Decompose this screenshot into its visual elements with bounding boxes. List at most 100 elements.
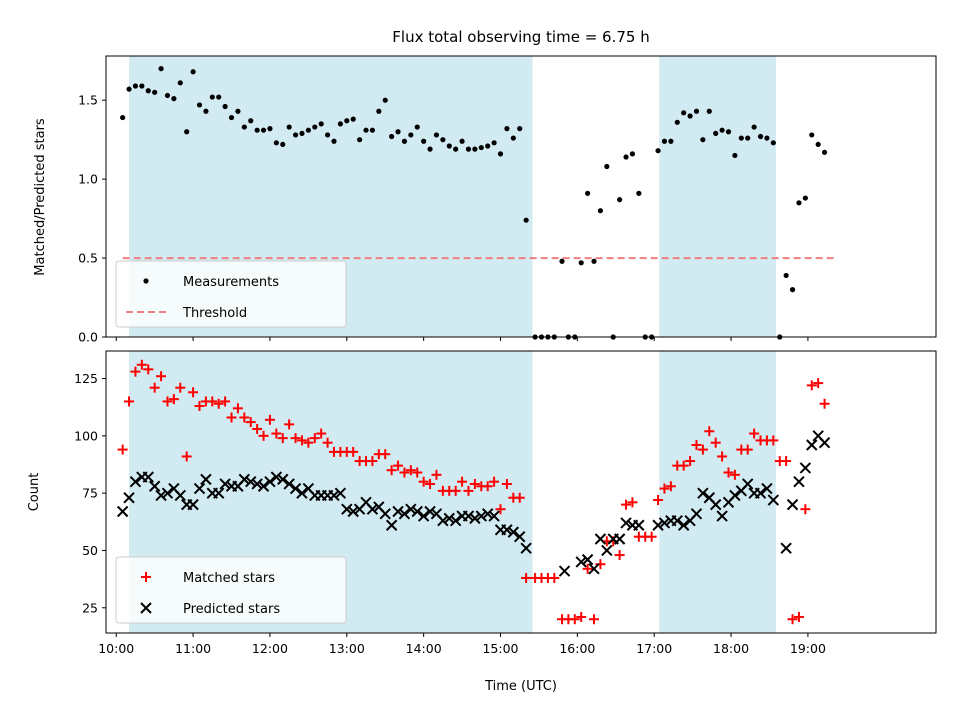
measurement-point <box>324 132 331 138</box>
x-tick-label: 18:00 <box>713 641 749 656</box>
count-points <box>116 359 831 625</box>
measurement-point <box>719 127 725 133</box>
measurement-point <box>578 260 584 266</box>
x-b <box>658 517 671 529</box>
matched-star-point <box>729 469 740 480</box>
y-tick-label: 0.5 <box>78 251 98 266</box>
predicted-star-point <box>658 517 671 529</box>
predicted-star-point <box>264 475 276 488</box>
measurement-point <box>171 96 177 102</box>
measurement-point <box>681 110 687 116</box>
measurement-point <box>636 190 642 196</box>
matched-star-point <box>800 504 811 515</box>
x-b <box>155 489 167 502</box>
matched-star-point <box>495 504 506 515</box>
x-b <box>613 533 626 545</box>
shaded-interval-1 <box>659 56 776 337</box>
predicted-star-point <box>443 512 455 525</box>
x-b <box>187 498 199 511</box>
matched-star-point <box>482 481 493 492</box>
matched-star-point <box>646 531 657 542</box>
matched-star-point <box>659 483 670 494</box>
matched-star-point <box>124 396 135 407</box>
predicted-star-point <box>588 563 600 575</box>
measurement-point <box>597 208 604 214</box>
x-b <box>754 487 767 499</box>
measurement-point <box>629 151 636 157</box>
predicted-star-point <box>806 439 818 451</box>
matched-star-point <box>405 465 416 476</box>
matched-star-point <box>232 403 243 414</box>
count-legend: Matched stars Predicted stars <box>115 556 347 624</box>
x-b <box>507 526 520 538</box>
measurement-point <box>809 132 815 138</box>
matched-star-point <box>813 378 824 389</box>
x-b <box>558 565 571 577</box>
measurement-point <box>517 126 523 132</box>
legend-box <box>115 260 347 328</box>
x-b <box>379 508 391 520</box>
x-b <box>360 496 372 509</box>
measurement-point <box>312 124 318 130</box>
predicted-star-point <box>213 487 225 499</box>
x-b <box>392 505 404 518</box>
x-b <box>703 492 715 504</box>
x-b <box>142 471 154 483</box>
x-b <box>652 519 664 531</box>
matched-star-point <box>450 485 461 496</box>
x-b <box>501 524 513 536</box>
measurement-point <box>344 118 350 124</box>
x-b <box>601 544 613 557</box>
matched-star-point <box>143 364 154 375</box>
matched-star-point <box>380 449 391 460</box>
predicted-star-point <box>761 482 773 495</box>
matched-star-point <box>793 611 804 622</box>
matched-star-point <box>521 572 532 583</box>
measurement-point <box>504 126 510 132</box>
predicted-star-point <box>148 480 161 492</box>
x-b <box>633 519 645 531</box>
matched-star-point <box>576 611 587 622</box>
x-b <box>123 492 135 504</box>
measurement-point <box>585 190 591 196</box>
predicted-star-point <box>341 503 353 515</box>
measurement-point <box>196 102 203 108</box>
x-b <box>575 556 587 568</box>
measurement-point <box>700 137 706 143</box>
measurement-point <box>789 287 796 293</box>
x-b <box>481 508 494 520</box>
predicted-star-point <box>652 519 664 531</box>
x-b <box>818 437 831 449</box>
ratio-y-ticks: 0.0 0.5 1.0 1.5 <box>78 93 106 345</box>
legend-entry-0: Matched stars <box>141 571 275 586</box>
predicted-star-point <box>392 505 404 518</box>
legend-marker-dot <box>143 278 149 284</box>
x-b <box>594 533 607 545</box>
matched-star-point <box>621 499 632 510</box>
legend-label: Measurements <box>183 275 279 290</box>
measurement-point <box>725 129 732 135</box>
matched-star-point <box>742 444 753 455</box>
legend-entry-0: Measurements <box>143 275 279 290</box>
measurement-point <box>369 127 376 133</box>
x-tick-label: 15:00 <box>482 641 518 656</box>
x-b <box>469 512 481 525</box>
matched-star-point <box>412 467 423 478</box>
measurement-point <box>706 108 712 114</box>
matched-star-point <box>549 572 560 583</box>
matched-star-point <box>258 430 269 441</box>
predicted-star-point <box>697 487 709 499</box>
matched-star-point <box>188 387 199 398</box>
measurement-point <box>745 135 751 141</box>
x-b <box>296 487 308 499</box>
predicted-star-point <box>334 487 347 499</box>
measurement-point <box>738 135 744 141</box>
measurement-point <box>668 138 674 144</box>
matched-star-point <box>589 614 600 625</box>
y-tick-label: 50 <box>82 543 98 558</box>
measurement-point <box>401 138 408 144</box>
predicted-star-point <box>437 514 449 527</box>
predicted-star-point <box>620 517 632 529</box>
legend-label: Threshold <box>182 306 247 321</box>
measurement-point <box>459 138 465 144</box>
